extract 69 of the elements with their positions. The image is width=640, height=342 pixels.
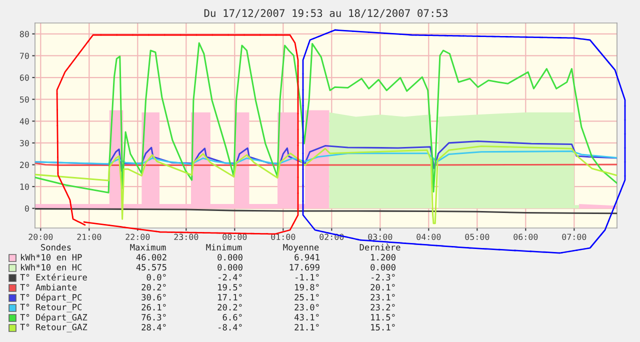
text: Sondes [41,244,71,251]
legend-label: kWh*10 en HC [20,264,82,271]
text: Dernière [360,244,400,251]
text: 23.2° [370,304,395,311]
text: 0.000 [218,254,242,261]
legend-label: T° Retour_PC [20,304,82,312]
text: 30.6° [142,294,166,301]
text: 20.2° [142,284,166,291]
x-tick-label: 04:00 [416,234,441,240]
y-tick-label: 10 [20,184,29,190]
x-tick-label: 00:00 [222,234,247,240]
text: 0.0° [146,274,166,281]
y-tick-label: 70 [20,52,29,60]
y-tick-label: 50 [20,96,29,103]
line-series [35,150,617,165]
text: 26.1° [142,304,166,311]
y-tick-label: 30 [20,140,29,146]
text: 23.1° [370,294,395,301]
text: 25.1° [294,294,319,301]
text: 28.4° [142,324,166,331]
text: 17.1° [218,294,242,300]
x-tick-label: 23:00 [174,234,198,240]
text: 0.000 [370,264,396,271]
text: -1.1° [296,274,319,280]
legend-label: T° Retour_GAZ [20,324,88,332]
text: Maximum [130,244,166,251]
y-tick-label: 0 [24,205,29,212]
text: 11.5° [371,314,395,321]
line-series [35,145,617,224]
text: 23.0° [294,304,319,311]
text: 43.1° [294,314,319,321]
chart-title: Du 17/12/2007 19:53 au 18/12/2007 07:53 [204,9,448,18]
text: 19.8° [295,284,319,291]
text: Moyenne [283,244,319,252]
text: 19.5° [218,284,242,291]
text: 20.1° [370,284,395,291]
text: 17.699 [290,264,320,271]
y-tick-label: 80 [20,30,29,38]
text: 6.941 [294,254,320,261]
x-tick-label: 22:00 [126,234,150,240]
legend-label: T° Extérieure [20,274,87,281]
text: 1.200 [371,254,396,261]
text: -2.3° [372,274,395,281]
text: 21.1° [294,324,319,330]
text: 0.000 [218,264,242,271]
y-tick-label: 60 [20,74,29,81]
text: Minimum [206,244,242,251]
x-tick-label: 20:00 [28,234,53,240]
y-tick-label: 20 [20,162,29,168]
text: -8.4° [218,324,242,331]
x-tick-label: 21:00 [77,234,102,240]
text: 15.1° [371,324,395,331]
text: 20.2° [218,304,242,311]
legend-label: T° Départ_PC [20,294,82,302]
text: -2.4° [218,274,242,280]
text: 46.002 [136,254,166,261]
x-tick-label: 07:00 [562,234,586,240]
text: 76.3° [142,314,166,321]
text: 6.6° [222,314,242,321]
x-tick-label: 05:00 [465,234,490,240]
text: 45.575 [136,264,166,271]
legend-label: kWh*10 en HP [20,254,82,261]
legend-label: T° Départ_GAZ [20,314,88,322]
x-tick-label: 06:00 [514,234,538,240]
x-tick-label: 03:00 [368,234,392,240]
legend-label: T° Ambiante [20,284,77,291]
line-series [35,42,617,194]
y-tick-label: 40 [20,118,29,124]
x-tick-label: 01:00 [271,234,296,240]
